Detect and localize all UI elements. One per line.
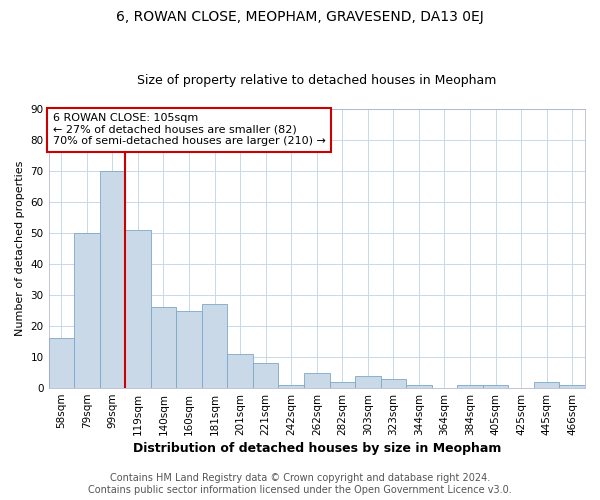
Bar xyxy=(457,385,483,388)
Bar xyxy=(329,382,355,388)
Bar xyxy=(483,385,508,388)
Bar xyxy=(380,379,406,388)
Text: Contains HM Land Registry data © Crown copyright and database right 2024.
Contai: Contains HM Land Registry data © Crown c… xyxy=(88,474,512,495)
Bar xyxy=(202,304,227,388)
Bar xyxy=(304,372,329,388)
X-axis label: Distribution of detached houses by size in Meopham: Distribution of detached houses by size … xyxy=(133,442,501,455)
Bar xyxy=(151,308,176,388)
Bar xyxy=(74,233,100,388)
Bar xyxy=(355,376,380,388)
Bar xyxy=(176,310,202,388)
Bar xyxy=(125,230,151,388)
Text: 6 ROWAN CLOSE: 105sqm
← 27% of detached houses are smaller (82)
70% of semi-deta: 6 ROWAN CLOSE: 105sqm ← 27% of detached … xyxy=(53,113,326,146)
Bar xyxy=(278,385,304,388)
Bar xyxy=(559,385,585,388)
Text: 6, ROWAN CLOSE, MEOPHAM, GRAVESEND, DA13 0EJ: 6, ROWAN CLOSE, MEOPHAM, GRAVESEND, DA13… xyxy=(116,10,484,24)
Bar xyxy=(534,382,559,388)
Bar xyxy=(227,354,253,388)
Title: Size of property relative to detached houses in Meopham: Size of property relative to detached ho… xyxy=(137,74,496,87)
Bar xyxy=(100,171,125,388)
Bar xyxy=(406,385,432,388)
Bar xyxy=(49,338,74,388)
Bar xyxy=(253,364,278,388)
Y-axis label: Number of detached properties: Number of detached properties xyxy=(15,161,25,336)
